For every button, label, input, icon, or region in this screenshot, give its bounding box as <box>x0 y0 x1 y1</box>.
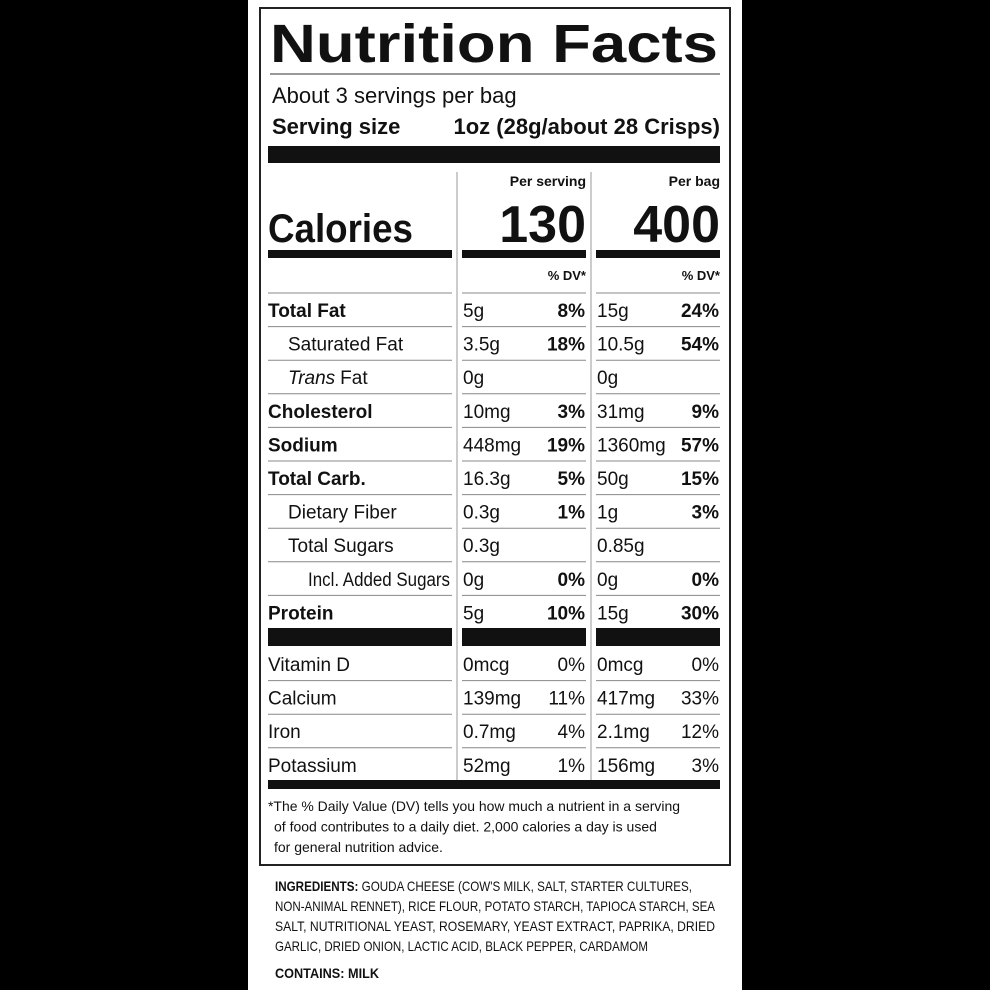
nutrient-name: Protein <box>268 603 333 624</box>
amount: 0.85g <box>597 536 645 557</box>
daily-value: 5% <box>558 469 586 490</box>
daily-value: 12% <box>681 722 719 743</box>
daily-value: 11% <box>548 689 585 710</box>
daily-value: 18% <box>547 335 585 356</box>
amount: 5g <box>463 301 484 322</box>
thick-rule <box>596 628 720 646</box>
thick-rule <box>268 780 720 789</box>
thick-rule <box>268 250 452 258</box>
nutrient-name: Potassium <box>268 756 357 777</box>
daily-value: 0% <box>692 570 720 591</box>
contains-statement: CONTAINS: MILK <box>275 965 379 981</box>
daily-value: 1% <box>558 503 586 524</box>
amount: 448mg <box>463 435 521 456</box>
daily-value: 54% <box>681 335 719 356</box>
amount: 0g <box>597 368 618 389</box>
amount: 2.1mg <box>597 722 650 743</box>
dv-header: % DV* <box>682 268 721 283</box>
amount: 31mg <box>597 402 645 423</box>
nutrient-name: Saturated Fat <box>288 335 404 356</box>
daily-value: 57% <box>681 435 719 456</box>
amount: 0mcg <box>463 655 509 676</box>
ingredients-line: SALT, NUTRITIONAL YEAST, ROSEMARY, YEAST… <box>275 918 715 934</box>
amount: 10.5g <box>597 335 645 356</box>
amount: 15g <box>597 301 629 322</box>
nutrient-name: Dietary Fiber <box>288 503 397 524</box>
amount: 0.3g <box>463 503 500 524</box>
amount: 15g <box>597 603 629 624</box>
column-header: Per serving <box>510 173 586 189</box>
amount: 1g <box>597 503 618 524</box>
column-header: Per bag <box>669 173 720 189</box>
amount: 1360mg <box>597 435 666 456</box>
daily-value: 4% <box>558 722 586 743</box>
nutrient-name: Vitamin D <box>268 655 350 676</box>
amount: 139mg <box>463 689 521 710</box>
nutrient-name: Total Fat <box>268 301 346 322</box>
amount: 3.5g <box>463 335 500 356</box>
ingredients-line: INGREDIENTS:GOUDA CHEESE (COW'S MILK, SA… <box>275 878 692 894</box>
thick-rule <box>462 250 586 258</box>
daily-value: 33% <box>681 689 719 710</box>
dv-header: % DV* <box>548 268 587 283</box>
footnote-line: *The % Daily Value (DV) tells you how mu… <box>268 798 680 814</box>
daily-value: 19% <box>547 435 585 456</box>
daily-value: 1% <box>558 756 586 777</box>
serving-size-label: Serving size <box>272 114 400 139</box>
nutrient-name: Total Carb. <box>268 469 366 490</box>
servings-per-container: About 3 servings per bag <box>272 83 517 108</box>
thick-rule <box>596 250 720 258</box>
daily-value: 3% <box>692 503 720 524</box>
amount: 52mg <box>463 756 511 777</box>
daily-value: 0% <box>692 655 720 676</box>
title: Nutrition Facts <box>270 14 718 74</box>
amount: 0mcg <box>597 655 643 676</box>
amount: 0g <box>597 570 618 591</box>
nutrient-name-rest: Fat <box>340 368 368 389</box>
daily-value: 30% <box>681 603 719 624</box>
nutrient-name: Iron <box>268 722 301 743</box>
amount: 0.3g <box>463 536 500 557</box>
amount: 0g <box>463 570 484 591</box>
nutrient-name: Calcium <box>268 689 337 710</box>
amount: 10mg <box>463 402 511 423</box>
daily-value: 8% <box>558 301 586 322</box>
thick-rule <box>462 628 586 646</box>
amount: 417mg <box>597 689 655 710</box>
daily-value: 0% <box>558 655 586 676</box>
nutrient-name: Trans Fat <box>288 368 368 389</box>
nutrient-name: Incl. Added Sugars <box>308 570 450 591</box>
calories-value: 400 <box>633 196 720 254</box>
footnote-line: for general nutrition advice. <box>274 839 443 855</box>
ingredients-line: NON-ANIMAL RENNET), RICE FLOUR, POTATO S… <box>275 898 716 914</box>
amount: 16.3g <box>463 469 511 490</box>
thick-rule <box>268 146 720 163</box>
daily-value: 15% <box>681 469 719 490</box>
label-border <box>259 7 731 866</box>
footnote-line: of food contributes to a daily diet. 2,0… <box>274 819 657 835</box>
daily-value: 0% <box>558 570 586 591</box>
daily-value: 3% <box>558 402 586 423</box>
daily-value: 3% <box>692 756 720 777</box>
thick-rule <box>268 628 452 646</box>
nutrient-name: Total Sugars <box>288 536 394 557</box>
daily-value: 10% <box>547 603 585 624</box>
calories-value: 130 <box>499 196 586 254</box>
amount: 156mg <box>597 756 655 777</box>
nutrient-name: Cholesterol <box>268 402 373 423</box>
calories-label: Calories <box>268 207 413 251</box>
daily-value: 24% <box>681 301 719 322</box>
nutrient-name-italic: Trans <box>288 368 336 389</box>
amount: 50g <box>597 469 629 490</box>
ingredients-line: GARLIC, DRIED ONION, LACTIC ACID, BLACK … <box>275 938 648 954</box>
amount: 0.7mg <box>463 722 516 743</box>
nutrient-name: Sodium <box>268 435 338 456</box>
daily-value: 9% <box>692 402 720 423</box>
ingredients-text: GOUDA CHEESE (COW'S MILK, SALT, STARTER … <box>362 878 692 894</box>
amount: 5g <box>463 603 484 624</box>
ingredients-label: INGREDIENTS: <box>275 878 358 894</box>
serving-size-value: 1oz (28g/about 28 Crisps) <box>453 114 720 139</box>
amount: 0g <box>463 368 484 389</box>
